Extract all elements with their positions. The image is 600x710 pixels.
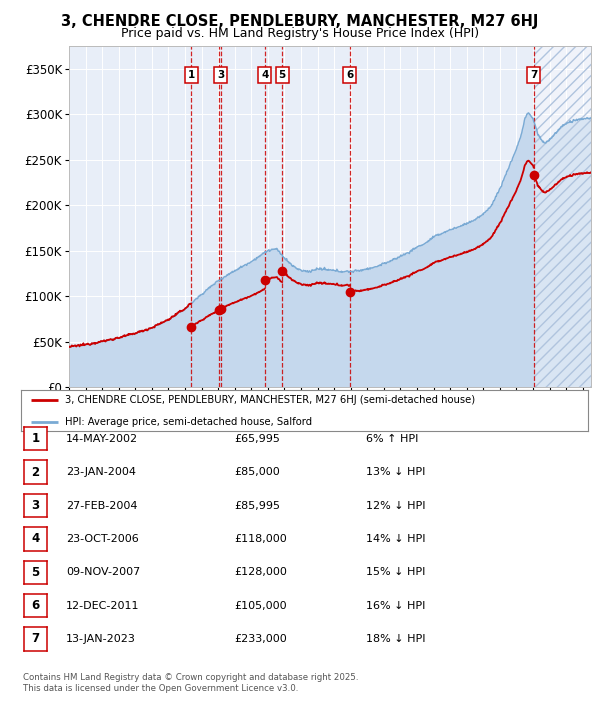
Text: 14% ↓ HPI: 14% ↓ HPI [366,534,425,544]
Text: 3, CHENDRE CLOSE, PENDLEBURY, MANCHESTER, M27 6HJ: 3, CHENDRE CLOSE, PENDLEBURY, MANCHESTER… [61,14,539,29]
Text: 2: 2 [31,466,40,479]
Text: 09-NOV-2007: 09-NOV-2007 [66,567,140,577]
Text: 1: 1 [188,70,195,80]
Text: 5: 5 [278,70,286,80]
Text: 14-MAY-2002: 14-MAY-2002 [66,434,138,444]
Bar [533,46,591,387]
Text: 12% ↓ HPI: 12% ↓ HPI [366,501,425,510]
Text: 7: 7 [530,70,538,80]
Text: 7: 7 [31,633,40,645]
Text: 3, CHENDRE CLOSE, PENDLEBURY, MANCHESTER, M27 6HJ (semi-detached house): 3, CHENDRE CLOSE, PENDLEBURY, MANCHESTER… [65,395,475,405]
Text: 4: 4 [31,532,40,545]
Text: £118,000: £118,000 [234,534,287,544]
Text: 6: 6 [31,599,40,612]
Text: Price paid vs. HM Land Registry's House Price Index (HPI): Price paid vs. HM Land Registry's House … [121,27,479,40]
Text: 15% ↓ HPI: 15% ↓ HPI [366,567,425,577]
Text: 23-OCT-2006: 23-OCT-2006 [66,534,139,544]
Text: 6: 6 [346,70,353,80]
Text: 4: 4 [261,70,268,80]
Text: 6% ↑ HPI: 6% ↑ HPI [366,434,418,444]
Text: 1: 1 [31,432,40,445]
Text: 13-JAN-2023: 13-JAN-2023 [66,634,136,644]
Text: £233,000: £233,000 [234,634,287,644]
Text: 16% ↓ HPI: 16% ↓ HPI [366,601,425,611]
Text: 12-DEC-2011: 12-DEC-2011 [66,601,139,611]
Text: 3: 3 [217,70,224,80]
Text: £128,000: £128,000 [234,567,287,577]
Text: £85,995: £85,995 [234,501,280,510]
Text: 27-FEB-2004: 27-FEB-2004 [66,501,137,510]
Text: £85,000: £85,000 [234,467,280,477]
Text: 23-JAN-2004: 23-JAN-2004 [66,467,136,477]
Text: 5: 5 [31,566,40,579]
Text: 3: 3 [31,499,40,512]
Text: 18% ↓ HPI: 18% ↓ HPI [366,634,425,644]
Text: HPI: Average price, semi-detached house, Salford: HPI: Average price, semi-detached house,… [65,417,312,427]
Text: £65,995: £65,995 [234,434,280,444]
Text: £105,000: £105,000 [234,601,287,611]
Text: 13% ↓ HPI: 13% ↓ HPI [366,467,425,477]
Text: Contains HM Land Registry data © Crown copyright and database right 2025.
This d: Contains HM Land Registry data © Crown c… [23,673,358,693]
